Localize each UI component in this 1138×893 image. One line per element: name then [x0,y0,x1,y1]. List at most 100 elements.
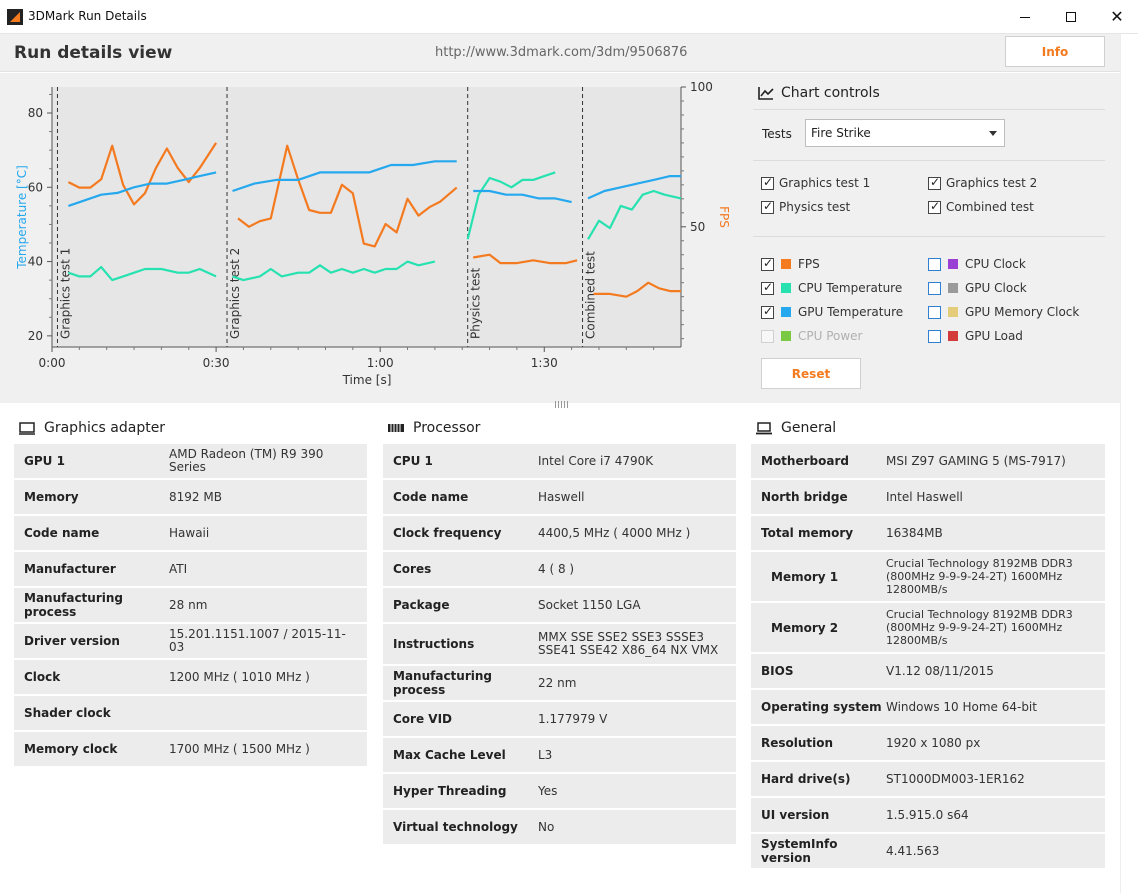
test-checkbox[interactable]: Graphics test 1 [761,174,870,192]
close-icon: ✕ [1110,7,1124,26]
metric-checkbox[interactable]: GPU Load [928,327,1023,345]
metric-checkbox[interactable]: GPU Clock [928,279,1027,297]
color-swatch [781,307,791,317]
info-key: Resolution [761,736,834,750]
panel-title: Graphics adapter [14,412,367,444]
info-key: Cores [393,562,432,576]
metric-checkbox[interactable]: CPU Temperature [761,279,902,297]
info-row: Shader clock [14,696,367,732]
test-checkbox[interactable]: Combined test [928,198,1034,216]
metric-checkbox: CPU Power [761,327,863,345]
info-row: Memory 1 Crucial Technology 8192MB DDR3 (… [751,552,1105,603]
vertical-scrollbar[interactable] [1120,34,1138,893]
info-value: MSI Z97 GAMING 5 (MS-7917) [886,453,1066,468]
close-button[interactable]: ✕ [1094,0,1138,34]
info-row: Manufacturing process 28 nm [14,588,367,624]
checkbox[interactable] [761,175,774,190]
metric-checkbox[interactable]: GPU Memory Clock [928,303,1079,321]
info-key: Max Cache Level [393,748,506,762]
series-line-fps [473,253,578,265]
section-label: Combined test [584,251,598,339]
info-key: Shader clock [24,706,111,720]
app-logo-icon [7,9,23,25]
chart-controls-panel: Chart controls Tests Fire Strike Reset G… [745,73,1120,403]
info-value: No [538,819,555,834]
test-checkbox[interactable]: Graphics test 2 [928,174,1037,192]
info-value: Crucial Technology 8192MB DDR3 (800MHz 9… [886,557,1073,596]
info-value: ATI [169,561,188,576]
info-button[interactable]: Info [1005,36,1105,67]
info-row: Instructions MMX SSE SSE2 SSE3 SSSE3 SSE4… [383,624,736,666]
info-value: 4 ( 8 ) [538,561,575,576]
checkbox[interactable] [761,280,774,295]
checkbox[interactable] [928,305,941,319]
checkbox [761,329,774,343]
info-value: Intel Core i7 4790K [538,453,654,468]
info-row: Resolution 1920 x 1080 px [751,726,1105,762]
info-row: Max Cache Level L3 [383,738,736,774]
test-checkbox[interactable]: Physics test [761,198,850,216]
checkbox[interactable] [761,304,774,319]
info-key: Total memory [761,526,854,540]
divider [753,236,1105,237]
info-key: Manufacturing process [24,591,123,619]
plot-background [52,87,681,347]
info-row: Driver version 15.201.1151.1007 / 2015-11… [14,624,367,660]
info-value: AMD Radeon (TM) R9 390 Series [169,447,324,474]
checkbox[interactable] [928,175,941,190]
laptop-icon [755,421,773,435]
x-tick-label: 1:00 [367,356,394,370]
checkbox-label: FPS [798,257,820,271]
checkbox[interactable] [761,256,774,271]
info-value: Yes [538,783,558,798]
minimize-button[interactable] [1002,0,1048,34]
series-line-gpu-temperature [587,175,681,200]
maximize-button[interactable] [1048,0,1094,34]
metric-checkbox[interactable]: FPS [761,255,820,273]
series-line-gpu-temperature [473,189,572,204]
run-url-link[interactable]: http://www.3dmark.com/3dm/9506876 [435,45,688,60]
checkbox[interactable] [761,199,774,214]
info-row: Total memory 16384MB [751,516,1105,552]
metric-checkbox[interactable]: GPU Temperature [761,303,903,321]
info-row: Motherboard MSI Z97 GAMING 5 (MS-7917) [751,444,1105,480]
info-value: 1700 MHz ( 1500 MHz ) [169,741,310,756]
checkbox-label: GPU Load [965,329,1023,343]
info-value: Intel Haswell [886,489,963,504]
info-value: ST1000DM003-1ER162 [886,771,1025,786]
window-title: 3DMark Run Details [28,9,147,23]
info-key: Clock frequency [393,526,502,540]
y-left-tick-label: 20 [28,329,43,343]
info-key: Code name [24,526,100,540]
info-key: Manufacturing process [393,669,492,697]
info-value: MMX SSE SSE2 SSE3 SSSE3 SSE41 SSE42 X86_… [538,630,719,657]
series-line-gpu-temperature [232,160,457,193]
checkbox[interactable] [928,199,941,214]
chevron-down-icon [989,131,997,136]
info-row: North bridge Intel Haswell [751,480,1105,516]
checkbox[interactable] [928,329,941,343]
splitter-handle[interactable] [550,401,572,409]
info-key: Memory [24,490,79,504]
info-row: Hyper Threading Yes [383,774,736,810]
tests-dropdown[interactable]: Fire Strike [805,119,1005,147]
info-key: GPU 1 [24,454,65,468]
info-value: 4.41.563 [886,843,940,858]
reset-button[interactable]: Reset [761,358,861,389]
info-row: SystemInfo version 4.41.563 [751,834,1105,870]
checkbox[interactable] [928,257,941,271]
checkbox[interactable] [928,281,941,295]
metric-checkbox[interactable]: CPU Clock [928,255,1026,273]
color-swatch [948,283,958,293]
info-row: Core VID 1.177979 V [383,702,736,738]
series-line-fps [237,144,458,248]
checkbox-label: Combined test [946,200,1034,214]
y-left-tick-label: 60 [28,180,43,194]
series-line-cpu-temperature [68,266,217,282]
color-swatch [948,331,958,341]
tests-dropdown-value: Fire Strike [811,126,871,140]
divider [753,109,1105,110]
info-row: Code name Haswell [383,480,736,516]
y-right-tick-label: 100 [690,80,713,94]
info-row: Manufacturer ATI [14,552,367,588]
